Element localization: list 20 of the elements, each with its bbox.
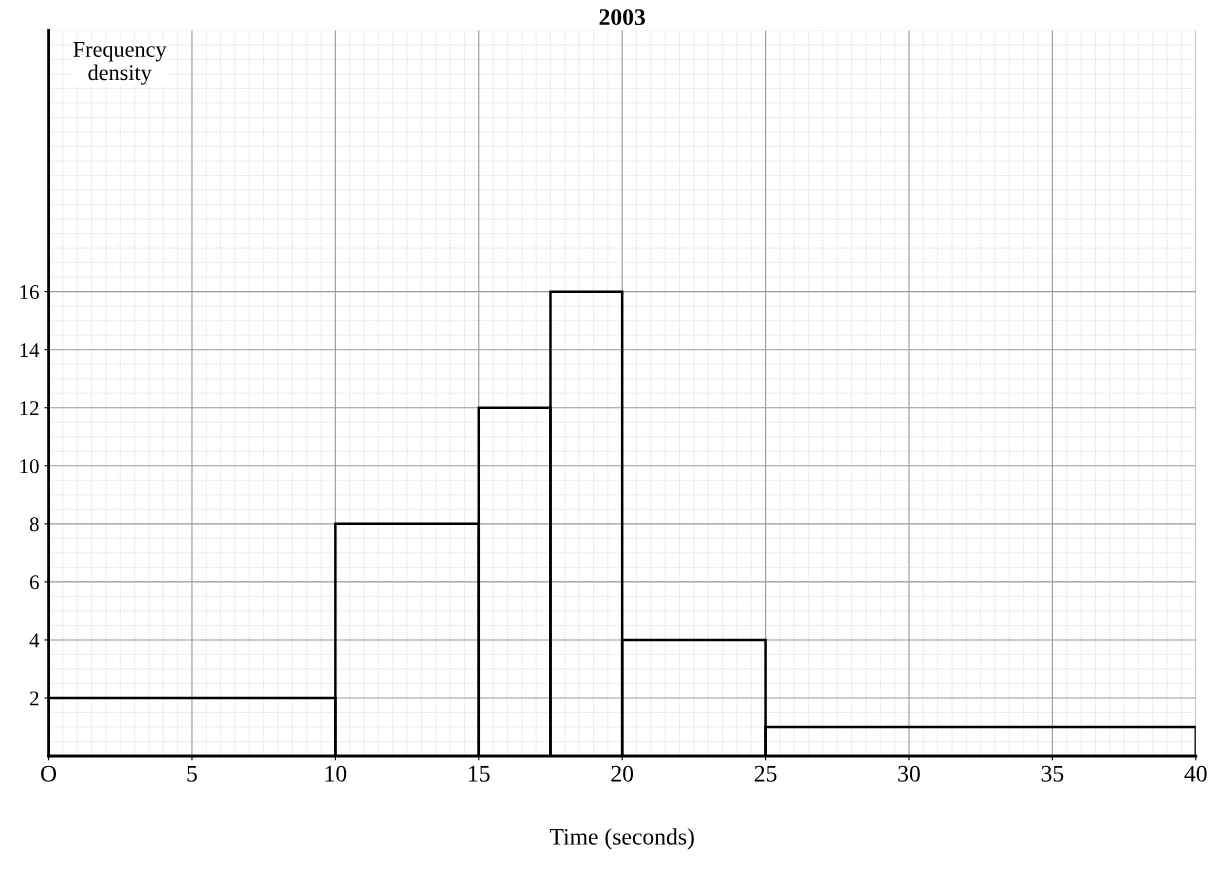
x-tick-label: 40 (1184, 765, 1207, 782)
x-tick-label: 35 (1041, 765, 1064, 782)
y-tick-label: 10 (20, 459, 39, 474)
x-tick-label: O (41, 765, 57, 782)
y-tick-label: 2 (30, 691, 39, 706)
y-tick-label: 16 (20, 285, 39, 300)
x-tick-label: 15 (469, 765, 490, 782)
x-axis-title: Time (seconds) (549, 828, 694, 850)
x-tick-label: 10 (325, 765, 347, 782)
y-tick-label: 4 (29, 633, 40, 648)
y-axis-title: Frequency density (73, 42, 167, 85)
y-tick-label: 8 (29, 517, 39, 532)
x-tick-label: 25 (754, 765, 777, 782)
y-tick-label: 6 (30, 575, 39, 590)
x-tick-label: 30 (898, 765, 920, 782)
y-tick-label: 14 (20, 343, 40, 357)
x-tick-label: 20 (611, 765, 634, 782)
y-tick-label: 12 (20, 401, 39, 415)
x-tick-label: 5 (187, 765, 197, 782)
chart-title: 2003 (599, 9, 645, 26)
